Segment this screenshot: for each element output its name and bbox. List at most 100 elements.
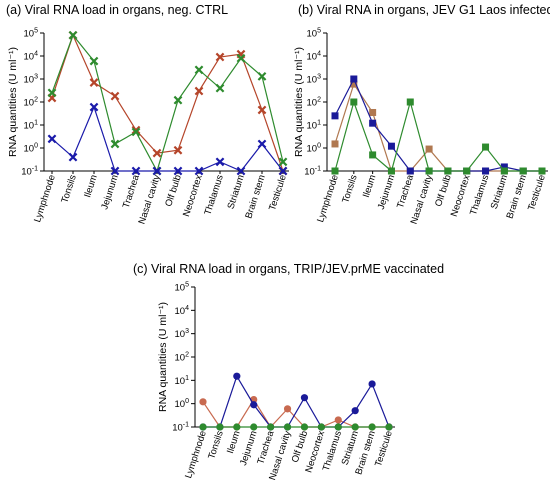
panel-c-series-3-point bbox=[368, 423, 376, 431]
panel-b-yticks: 10-1 100 101 102 103 104 105 bbox=[304, 28, 327, 178]
panel-a-series-2-point bbox=[278, 157, 288, 167]
panel-c-xtick-label: Ileum bbox=[225, 429, 243, 455]
panel-b-xtick-label: Trachea bbox=[395, 173, 416, 210]
panel-a-xtick-label: Tonsils bbox=[59, 173, 79, 204]
panel-b-xtick-label: Testicule bbox=[526, 174, 548, 213]
panel-c: (c) Viral RNA load in organs, TRIP/JEV.p… bbox=[133, 262, 444, 482]
panel-a-series-1-point bbox=[131, 125, 141, 135]
panel-a-series-2-point bbox=[236, 53, 246, 63]
panel-b-axes bbox=[326, 33, 548, 172]
panel-c-series-1-point bbox=[283, 405, 292, 413]
panel-b-xtick-label: Striatum bbox=[489, 173, 510, 210]
panel-b-xticks: Lymphnode Tonsils IleumJejunumTracheaNasal… bbox=[315, 171, 548, 226]
panel-c-axes bbox=[194, 287, 395, 428]
panel-a-series-1-point bbox=[173, 145, 183, 155]
panel-a-series-2-point bbox=[173, 95, 183, 105]
panel-b-ytick-label: 103 bbox=[307, 74, 322, 86]
panel-a-ytick-label: 102 bbox=[24, 97, 39, 109]
panel-a-ytick-label: 103 bbox=[24, 74, 39, 86]
panel-a-series-3-point bbox=[257, 139, 267, 149]
panel-c-series-3-point bbox=[267, 423, 275, 431]
panel-a-series-3-point bbox=[278, 166, 288, 176]
panel-b-series-2-point bbox=[406, 167, 414, 175]
panel-a-title: (a) Viral RNA load in organs, neg. CTRL bbox=[6, 3, 228, 17]
panel-a-series-2-point bbox=[215, 83, 225, 93]
panel-a-series-3-point bbox=[236, 166, 246, 176]
panel-a-series-2-point bbox=[194, 65, 204, 75]
panel-b-series bbox=[331, 75, 546, 175]
panel-c-ylabel: RNA quantities (U ml⁻¹) bbox=[157, 302, 169, 412]
panel-b-series-1-point bbox=[425, 145, 433, 153]
panel-b-series-1-point bbox=[331, 140, 339, 148]
panel-a-xtick-label: Neocortex bbox=[181, 173, 205, 218]
panel-a-series-2-point bbox=[131, 127, 141, 137]
panel-c-series-2-point bbox=[300, 394, 309, 402]
panel-c-series-3-point bbox=[300, 423, 309, 431]
panel-c-series-3-point bbox=[351, 423, 359, 431]
panel-a-series-1-point bbox=[257, 105, 267, 115]
panel-c-ytick-label: 10-1 bbox=[172, 422, 189, 434]
panel-a-xtick-label: Olf bulb bbox=[163, 174, 184, 209]
panel-b-ylabel: RNA quantities (U ml⁻¹) bbox=[293, 47, 305, 157]
panel-c-series-2-line bbox=[203, 374, 390, 428]
panel-c-title: (c) Viral RNA load in organs, TRIP/JEV.p… bbox=[133, 262, 444, 276]
panel-c-ytick-label: 103 bbox=[175, 328, 190, 340]
panel-a-xtick-label: Lymphnode bbox=[32, 174, 58, 224]
panel-a-series-2-point bbox=[110, 139, 120, 149]
panel-b-series-1-point bbox=[350, 80, 358, 88]
panel-b-ytick-label: 105 bbox=[307, 28, 322, 40]
panel-b-series-2-point bbox=[331, 112, 339, 120]
panel-c-ytick-label: 102 bbox=[175, 352, 190, 364]
panel-b-series-3-point bbox=[463, 167, 471, 175]
panel-b-xtick-label: Tonsils bbox=[340, 173, 360, 204]
panel-c-series-3-point bbox=[334, 423, 342, 431]
panel-b-series-3-point bbox=[538, 167, 546, 175]
panel-a-series-1-point bbox=[110, 91, 120, 101]
panel-a-series-2-point bbox=[47, 88, 57, 98]
panel-b-ytick-label: 100 bbox=[307, 143, 322, 155]
panel-c-series-3-point bbox=[283, 423, 292, 431]
panel-a-series-3-point bbox=[47, 134, 57, 144]
panel-b-series-3-point bbox=[350, 98, 358, 106]
panel-b-series-3-point bbox=[331, 167, 339, 175]
panel-a-series-2-line bbox=[51, 34, 284, 173]
panel-c-series-2-point bbox=[368, 380, 376, 388]
panel-a-series-1-point bbox=[215, 52, 225, 62]
panel-b-ytick-label: 104 bbox=[307, 51, 322, 63]
panel-c-yticks: 10-1 100 101 102 103 104 105 bbox=[172, 282, 195, 434]
panel-a-series-3-point bbox=[110, 166, 120, 176]
panel-b-series-2-point bbox=[500, 163, 508, 171]
panel-b-ytick-label: 101 bbox=[307, 120, 322, 132]
panel-b-series-3-point bbox=[387, 167, 395, 175]
panel-b-xtick-label: Lymphnode bbox=[315, 174, 341, 224]
panel-c-series-1-point bbox=[199, 398, 207, 406]
panel-a-series-3-point bbox=[194, 166, 204, 176]
panel-c-series-2-point bbox=[233, 372, 241, 380]
panel-a-series-1-point bbox=[89, 78, 99, 87]
panel-b-series-3-point bbox=[425, 167, 433, 175]
panel-c-xtick-label: Tonsils bbox=[206, 429, 226, 460]
panel-a-series-2-point bbox=[257, 72, 267, 81]
panel-a-ytick-label: 105 bbox=[24, 28, 39, 40]
panel-a-series-1-point bbox=[152, 148, 162, 158]
panel-b-series-2-line bbox=[334, 77, 542, 172]
panel-c-xtick-label: Lymphnode bbox=[183, 430, 209, 480]
panel-b-series-3-point bbox=[406, 98, 414, 106]
panel-b-series-3-point bbox=[500, 167, 508, 175]
panel-b-ytick-label: 102 bbox=[307, 97, 322, 109]
panel-c-series-3-point bbox=[216, 423, 224, 431]
panel-a-xtick-label: Ileum bbox=[82, 173, 100, 199]
panel-a-series-3-line bbox=[51, 105, 284, 172]
panel-b-series-3-point bbox=[369, 151, 377, 159]
panel-a-xtick-label: Nasal cavity bbox=[137, 173, 163, 225]
panel-c-series-3-point bbox=[317, 423, 325, 431]
panel-b-series-1-point bbox=[369, 108, 377, 116]
panel-b-series-2-point bbox=[387, 142, 395, 150]
panel-a-xtick-label: Testicule bbox=[267, 174, 289, 213]
panel-a-ytick-label: 101 bbox=[24, 120, 39, 132]
panel-a-series-3-point bbox=[173, 166, 183, 176]
panel-a-yticks: 10-1 100 101 102 103 104 105 bbox=[21, 28, 44, 178]
panel-a-xtick-label: Jejunum bbox=[99, 173, 121, 211]
panel-c-ytick-label: 101 bbox=[175, 375, 190, 387]
